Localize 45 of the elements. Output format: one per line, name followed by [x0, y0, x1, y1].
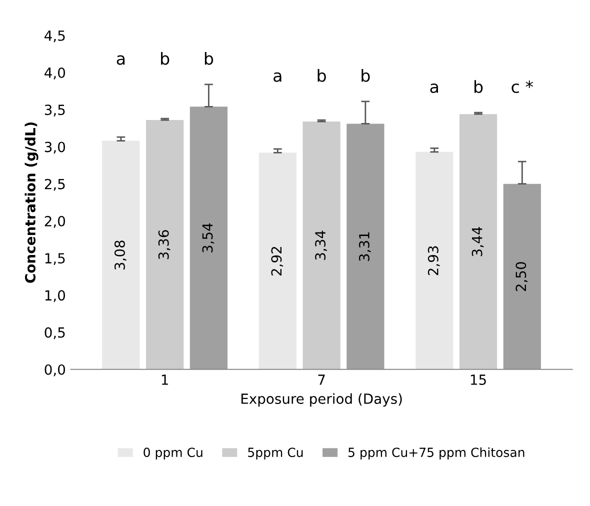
- annotation: a: [116, 55, 125, 65]
- annotation: c *: [512, 80, 534, 94]
- data-label: 3,44: [472, 227, 484, 256]
- bar: [346, 124, 384, 370]
- y-tick-label: 3,5: [44, 104, 65, 117]
- bar: [459, 114, 498, 370]
- bar: [102, 140, 140, 370]
- legend-label: 0 ppm Cu: [144, 448, 202, 460]
- y-tick-label: 4,5: [44, 30, 65, 42]
- data-label: 3,08: [114, 240, 126, 270]
- y-tick-label: 1,0: [45, 290, 66, 302]
- bar: [258, 152, 296, 370]
- y-tick-label: 3,0: [44, 142, 66, 154]
- x-tick-label: 15: [470, 374, 486, 385]
- bar: [146, 120, 184, 370]
- annotation: b: [204, 52, 214, 65]
- y-tick-label: 0,0: [44, 364, 66, 376]
- annotation: a: [274, 72, 282, 82]
- annotation: b: [362, 69, 370, 82]
- data-label: 3,34: [315, 230, 327, 260]
- y-tick-label: 2,0: [44, 216, 66, 228]
- legend-label: 5ppm Cu: [248, 448, 303, 460]
- y-tick-label: 1,5: [45, 253, 65, 265]
- y-axis-title: Concentration (g/dL): [24, 122, 38, 283]
- annotation: b: [318, 69, 326, 82]
- x-axis-title: Exposure period (Days): [241, 393, 402, 407]
- y-tick-label: 4,0: [44, 67, 66, 80]
- data-label: 2,92: [271, 246, 284, 276]
- bar: [302, 122, 340, 370]
- data-label: 2,93: [428, 246, 440, 276]
- bar: [503, 184, 541, 370]
- annotation: b: [161, 52, 170, 65]
- bar: [416, 152, 454, 370]
- y-tick-label: 2,5: [44, 178, 65, 191]
- x-tick-label: 1: [162, 374, 168, 385]
- data-label: 3,31: [358, 232, 371, 261]
- annotation: a: [430, 83, 438, 94]
- x-tick-label: 7: [318, 374, 325, 385]
- annotation: b: [474, 80, 483, 94]
- y-tick-label: 0,5: [44, 327, 65, 340]
- bar: [190, 106, 228, 370]
- data-label: 2,50: [516, 262, 528, 292]
- legend-label: 5 ppm Cu+75 ppm Chitosan: [348, 447, 524, 460]
- data-label: 3,36: [158, 230, 170, 260]
- data-label: 3,54: [202, 223, 214, 252]
